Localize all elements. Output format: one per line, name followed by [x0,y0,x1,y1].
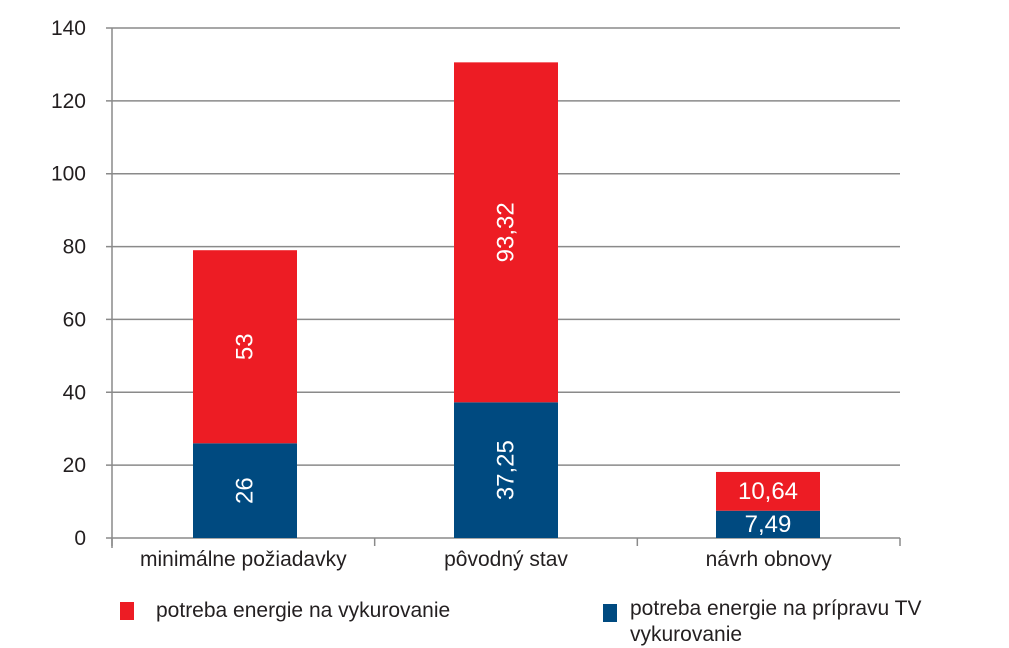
bar-segment [716,510,820,538]
y-tick-label: 120 [51,90,86,113]
bar-segment [454,62,558,403]
x-category-label: návrh obnovy [706,548,833,571]
y-tick-label: 20 [63,454,86,477]
y-tick-label: 140 [51,17,86,40]
bar-segment [454,402,558,538]
data-label: 93,32 [493,202,520,262]
data-label: 37,25 [493,440,520,500]
legend-swatch-heating [120,602,134,620]
y-tick-label: 40 [63,381,86,404]
data-label: 7,49 [745,511,792,538]
x-category-label: pôvodný stav [444,548,568,571]
x-category-label: minimálne požiadavky [140,548,347,571]
legend-label-heating: potreba energie na vykurovanie [156,599,451,622]
bar-segment [193,443,297,538]
bar-segment [716,471,820,511]
data-label: 10,64 [738,478,798,505]
y-tick-label: 0 [74,527,86,550]
legend-swatch-hot-water [603,604,617,622]
y-tick-label: 60 [63,308,86,331]
legend-label-hot-water: potreba energie na prípravu TV vykurovan… [630,597,922,646]
y-tick-label: 80 [63,236,86,259]
data-label: 53 [232,333,259,360]
bar-segment [193,250,297,444]
y-tick-label: 100 [51,163,86,186]
data-label: 26 [232,477,259,504]
